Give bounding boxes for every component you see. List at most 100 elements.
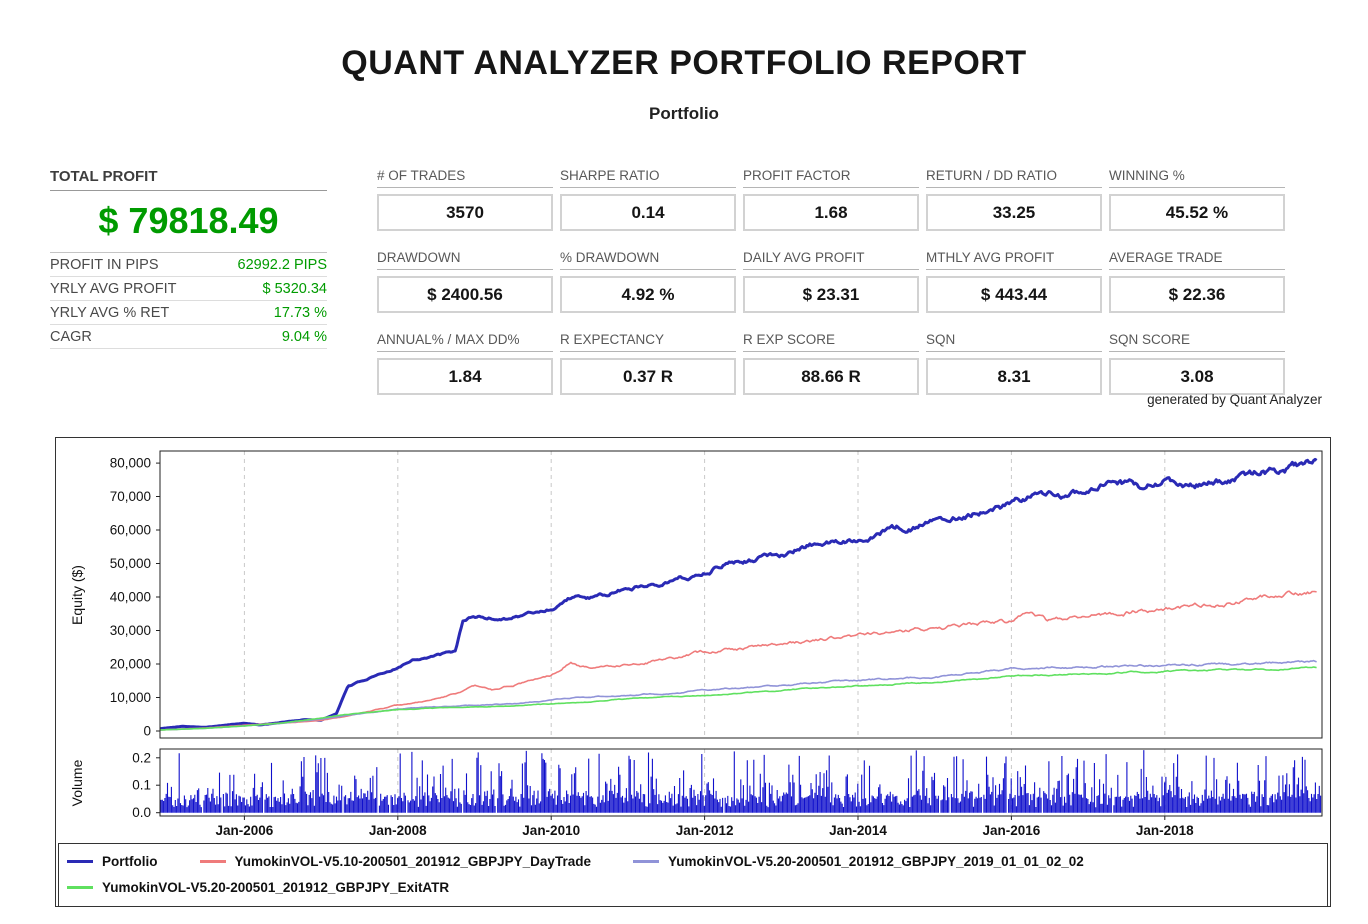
- legend-row-1: Portfolio YumokinVOL-V5.10-200501_201912_…: [67, 848, 1317, 874]
- svg-text:Jan-2006: Jan-2006: [216, 823, 274, 838]
- svg-text:60,000: 60,000: [110, 523, 151, 538]
- svg-text:20,000: 20,000: [110, 657, 151, 672]
- stat-value: $ 2400.56: [377, 276, 553, 313]
- stat-annual-max-dd: ANNUAL% / MAX DD% 1.84: [377, 332, 553, 395]
- stat-daily-avg-profit: DAILY AVG PROFIT $ 23.31: [743, 250, 919, 313]
- svg-text:0.1: 0.1: [132, 778, 151, 793]
- svg-text:Jan-2016: Jan-2016: [983, 823, 1041, 838]
- stat-label: PROFIT FACTOR: [743, 168, 919, 188]
- svg-text:0: 0: [143, 724, 151, 739]
- stat-label: DAILY AVG PROFIT: [743, 250, 919, 270]
- stat-label: WINNING %: [1109, 168, 1285, 188]
- stat-drawdown: % DRAWDOWN 4.92 %: [560, 250, 736, 313]
- stat-value: 88.66 R: [743, 358, 919, 395]
- summary-row-label: YRLY AVG PROFIT: [50, 281, 177, 297]
- svg-text:10,000: 10,000: [110, 690, 151, 705]
- svg-text:0.2: 0.2: [132, 750, 151, 765]
- stat-r-exp-score: R EXP SCORE 88.66 R: [743, 332, 919, 395]
- generated-by-note: generated by Quant Analyzer: [1147, 392, 1322, 407]
- stat-value: 8.31: [926, 358, 1102, 395]
- summary-row-label: CAGR: [50, 329, 92, 345]
- summary-row-label: YRLY AVG % RET: [50, 305, 170, 321]
- svg-text:Jan-2012: Jan-2012: [676, 823, 734, 838]
- stat-sharpe-ratio: SHARPE RATIO 0.14: [560, 168, 736, 231]
- stat-value: 1.68: [743, 194, 919, 231]
- stat-label: SQN SCORE: [1109, 332, 1285, 352]
- stat-value: 33.25: [926, 194, 1102, 231]
- stat-mthly-avg-profit: MTHLY AVG PROFIT $ 443.44: [926, 250, 1102, 313]
- stat-value: 0.14: [560, 194, 736, 231]
- summary-row: PROFIT IN PIPS 62992.2 PIPS: [50, 253, 327, 277]
- stat-value: $ 23.31: [743, 276, 919, 313]
- svg-text:50,000: 50,000: [110, 556, 151, 571]
- stat-label: RETURN / DD RATIO: [926, 168, 1102, 188]
- summary-row: YRLY AVG % RET 17.73 %: [50, 301, 327, 325]
- stat-label: % DRAWDOWN: [560, 250, 736, 270]
- chart-frame: 0 10,000 20,000 30,000 40,000 50,000 60,000 70,…: [55, 437, 1331, 907]
- legend-label: YumokinVOL-V5.20-200501_201912_GBPJPY_Ex…: [102, 879, 450, 895]
- stat-value: $ 443.44: [926, 276, 1102, 313]
- stat-r-expectancy: R EXPECTANCY 0.37 R: [560, 332, 736, 395]
- stat-drawdown: DRAWDOWN $ 2400.56: [377, 250, 553, 313]
- svg-text:70,000: 70,000: [110, 489, 151, 504]
- svg-text:40,000: 40,000: [110, 590, 151, 605]
- stat-profit-factor: PROFIT FACTOR 1.68: [743, 168, 919, 231]
- stat-label: SHARPE RATIO: [560, 168, 736, 188]
- legend-item: YumokinVOL-V5.20-200501_201912_GBPJPY_20…: [632, 853, 1084, 869]
- total-profit-panel: TOTAL PROFIT $ 79818.49 PROFIT IN PIPS 62…: [50, 168, 327, 349]
- total-profit-value: $ 79818.49: [50, 191, 327, 253]
- stat-sqn-score: SQN SCORE 3.08: [1109, 332, 1285, 395]
- stat-value: 0.37 R: [560, 358, 736, 395]
- stat-winning: WINNING % 45.52 %: [1109, 168, 1285, 231]
- legend-row-2: YumokinVOL-V5.20-200501_201912_GBPJPY_Ex…: [67, 874, 1317, 900]
- summary-row-value: 9.04 %: [281, 329, 327, 345]
- svg-text:80,000: 80,000: [110, 456, 151, 471]
- legend-item: Portfolio: [67, 854, 158, 869]
- summary-row-value: 17.73 %: [273, 305, 327, 321]
- svg-text:Jan-2010: Jan-2010: [522, 823, 580, 838]
- svg-text:Jan-2014: Jan-2014: [829, 823, 887, 838]
- stats-grid: # OF TRADES 3570 SHARPE RATIO 0.14 PROFIT FA…: [377, 168, 1285, 395]
- legend-line-swatch: [67, 859, 93, 863]
- stat-sqn: SQN 8.31: [926, 332, 1102, 395]
- stat-return-dd-ratio: RETURN / DD RATIO 33.25: [926, 168, 1102, 231]
- stat-label: ANNUAL% / MAX DD%: [377, 332, 553, 352]
- legend-line-swatch: [632, 859, 659, 863]
- stat-label: DRAWDOWN: [377, 250, 553, 270]
- stat-value: 3570: [377, 194, 553, 231]
- summary-row: CAGR 9.04 %: [50, 325, 327, 349]
- svg-text:Jan-2018: Jan-2018: [1136, 823, 1194, 838]
- legend-label: YumokinVOL-V5.20-200501_201912_GBPJPY_20…: [667, 853, 1084, 869]
- summary-row-value: 62992.2 PIPS: [237, 257, 328, 273]
- summary-row-value: $ 5320.34: [262, 281, 327, 297]
- summary-row-label: PROFIT IN PIPS: [50, 257, 159, 273]
- legend-item: YumokinVOL-V5.10-200501_201912_GBPJPY_Da…: [199, 853, 591, 869]
- stat-label: SQN: [926, 332, 1102, 352]
- stat-label: R EXP SCORE: [743, 332, 919, 352]
- stat-value: 3.08: [1109, 358, 1285, 395]
- svg-text:Equity ($): Equity ($): [69, 565, 85, 625]
- svg-text:30,000: 30,000: [110, 623, 151, 638]
- svg-text:0.0: 0.0: [132, 805, 151, 820]
- stat-value: 1.84: [377, 358, 553, 395]
- stat-value: 4.92 %: [560, 276, 736, 313]
- stat-label: AVERAGE TRADE: [1109, 250, 1285, 270]
- chart-legend: Portfolio YumokinVOL-V5.10-200501_201912_…: [58, 843, 1328, 907]
- stat-average-trade: AVERAGE TRADE $ 22.36: [1109, 250, 1285, 313]
- svg-text:Jan-2008: Jan-2008: [369, 823, 427, 838]
- legend-label: YumokinVOL-V5.10-200501_201912_GBPJPY_Da…: [234, 853, 591, 869]
- stat-value: $ 22.36: [1109, 276, 1285, 313]
- stat-label: # OF TRADES: [377, 168, 553, 188]
- report-subtitle: Portfolio: [649, 104, 719, 123]
- stat-label: MTHLY AVG PROFIT: [926, 250, 1102, 270]
- legend-line-swatch: [67, 885, 93, 889]
- chart-canvas: 0 10,000 20,000 30,000 40,000 50,000 60,000 70,…: [56, 438, 1330, 842]
- report-title: QUANT ANALYZER PORTFOLIO REPORT: [341, 44, 1027, 82]
- legend-line-swatch: [199, 859, 226, 863]
- legend-label: Portfolio: [102, 853, 158, 869]
- stat-value: 45.52 %: [1109, 194, 1285, 231]
- summary-rows: PROFIT IN PIPS 62992.2 PIPS YRLY AVG PROFI…: [50, 253, 327, 349]
- legend-item: YumokinVOL-V5.20-200501_201912_GBPJPY_Ex…: [67, 880, 449, 895]
- summary-row: YRLY AVG PROFIT $ 5320.34: [50, 277, 327, 301]
